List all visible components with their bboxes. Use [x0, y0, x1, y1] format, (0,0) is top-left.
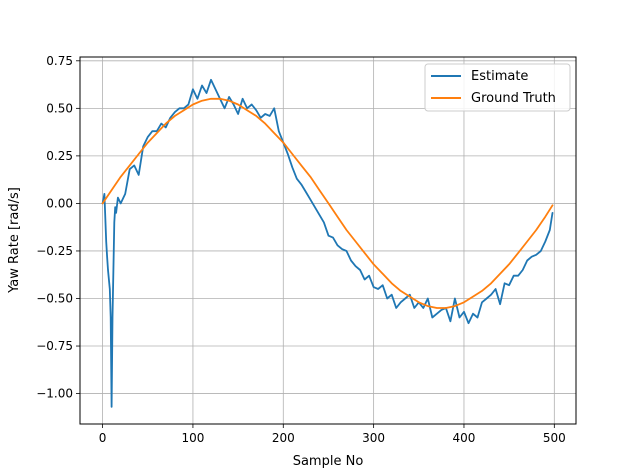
legend-ground-truth-label: Ground Truth: [471, 91, 556, 106]
series-line-ground-truth: [101, 97, 554, 309]
x-tick-label: 200: [272, 431, 295, 445]
y-tick-label: −1.00: [36, 387, 73, 401]
y-axis-label: Yaw Rate [rad/s]: [7, 187, 22, 294]
legend-box: [424, 63, 571, 112]
series-layer: [101, 78, 554, 408]
x-tick-label: 400: [453, 431, 476, 445]
y-tick-label: 0.50: [46, 101, 73, 115]
y-tick-label: −0.75: [36, 339, 73, 353]
y-axis: −1.00 −0.75 −0.50 −0.25 0.00 0.25 0.50 0.75: [36, 54, 80, 401]
x-tick-label: 0: [99, 431, 107, 445]
x-axis: 0 100 200 300 400 500: [99, 424, 566, 445]
y-tick-label: 0.25: [46, 149, 73, 163]
plot-frame: [79, 56, 577, 425]
y-tick-label: 0.75: [46, 54, 73, 68]
x-axis-label: Sample No: [293, 454, 364, 469]
y-tick-label: −0.25: [36, 244, 73, 258]
x-tick-label: 500: [543, 431, 566, 445]
x-tick-label: 300: [362, 431, 385, 445]
legend-estimate-label: Estimate: [471, 69, 528, 84]
series-line-estimate: [101, 78, 554, 408]
y-tick-label: 0.00: [46, 196, 73, 210]
legend: Estimate Ground Truth: [424, 63, 571, 112]
y-tick-label: −0.50: [36, 291, 73, 305]
x-tick-label: 100: [181, 431, 204, 445]
